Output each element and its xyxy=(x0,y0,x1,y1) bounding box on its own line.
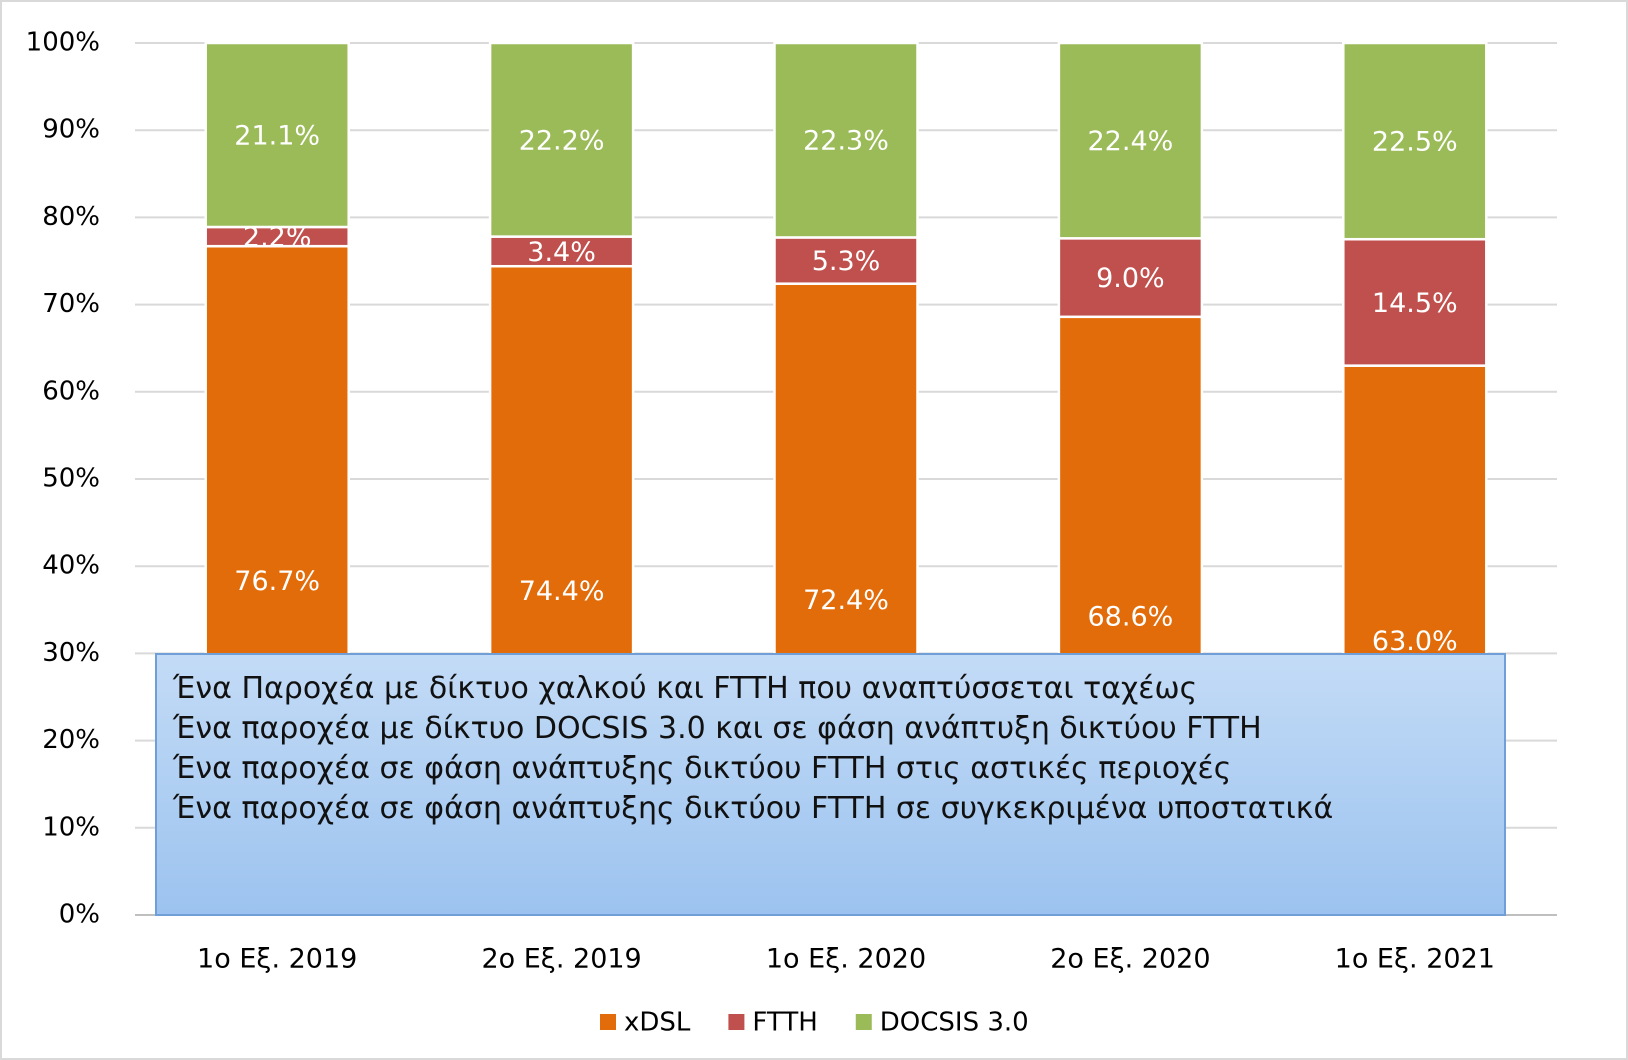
x-tick-label: 1ο Εξ. 2021 xyxy=(1335,944,1495,975)
x-tick-label: 1ο Εξ. 2020 xyxy=(766,944,926,975)
y-tick-label: 80% xyxy=(42,202,100,232)
data-label: 74.4% xyxy=(519,576,605,607)
y-tick-label: 10% xyxy=(42,812,100,842)
data-label: 76.7% xyxy=(234,566,320,597)
bar-segment xyxy=(1057,237,1204,319)
data-label: 5.3% xyxy=(812,246,881,277)
annotation-line: Ένα παροχέα σε φάση ανάπτυξης δικτύου FT… xyxy=(173,791,1334,826)
annotation-line: Ένα Παροχέα με δίκτυο χαλκού και FTTH πο… xyxy=(173,671,1198,706)
data-label: 63.0% xyxy=(1372,626,1458,657)
data-label: 22.2% xyxy=(519,125,605,156)
data-label: 72.4% xyxy=(803,585,889,616)
x-tick-label: 1ο Εξ. 2019 xyxy=(197,944,357,975)
annotation-box: Ένα Παροχέα με δίκτυο χαλκού και FTTH πο… xyxy=(155,653,1506,916)
data-label: 3.4% xyxy=(527,237,596,268)
data-label: 22.3% xyxy=(803,126,889,157)
y-tick-label: 100% xyxy=(26,28,100,58)
bar-segment xyxy=(1342,41,1488,241)
bar-segment xyxy=(1057,41,1204,240)
bar-segment xyxy=(488,235,635,268)
x-tick-label: 2ο Εξ. 2020 xyxy=(1050,944,1210,975)
data-label: 22.4% xyxy=(1088,126,1174,157)
legend-label: FTTH xyxy=(752,1008,817,1038)
y-tick-label: 60% xyxy=(42,376,100,406)
annotation-line: Ένα παροχέα σε φάση ανάπτυξης δικτύου FT… xyxy=(173,751,1232,786)
legend-label: xDSL xyxy=(624,1008,691,1038)
bar-segment xyxy=(488,41,635,238)
data-label: 9.0% xyxy=(1096,263,1165,294)
y-tick-label: 70% xyxy=(42,289,100,319)
data-label: 68.6% xyxy=(1088,601,1174,632)
y-tick-label: 30% xyxy=(42,638,100,668)
legend-swatch xyxy=(855,1014,872,1030)
y-tick-label: 50% xyxy=(42,464,100,494)
y-tick-label: 40% xyxy=(42,551,100,581)
legend-swatch xyxy=(728,1014,745,1030)
data-label: 14.5% xyxy=(1372,288,1458,319)
bar-segment xyxy=(204,41,350,229)
annotation-line: Ένα παροχέα με δίκτυο DOCSIS 3.0 και σε … xyxy=(173,711,1262,746)
bar-segment xyxy=(773,41,919,239)
legend-label: DOCSIS 3.0 xyxy=(880,1008,1029,1038)
y-tick-label: 90% xyxy=(42,115,100,145)
data-label: 22.5% xyxy=(1372,127,1458,158)
y-tick-label: 20% xyxy=(42,725,100,755)
data-label: 21.1% xyxy=(234,120,320,151)
x-tick-label: 2ο Εξ. 2019 xyxy=(481,944,641,975)
y-tick-label: 0% xyxy=(59,900,100,930)
legend-swatch xyxy=(600,1014,616,1030)
bar-segment xyxy=(1342,237,1488,367)
